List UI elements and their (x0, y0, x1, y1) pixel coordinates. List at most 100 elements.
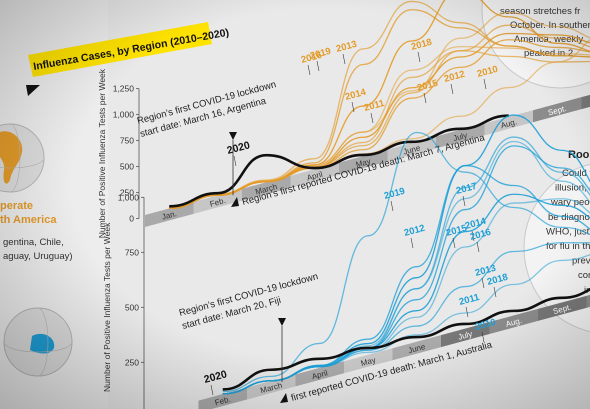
y-axis-label: Number of Positive Influenza Tests per W… (97, 68, 107, 238)
month-tick-label: July (457, 329, 473, 341)
month-band-segment (145, 201, 194, 227)
month-tick-label: June (407, 342, 427, 355)
month-tick-label: Aug. (505, 316, 523, 329)
year-label-leader (233, 155, 237, 167)
month-tick-label: July (452, 131, 468, 143)
year-label-leader (423, 92, 427, 104)
year-label-leader (342, 53, 346, 65)
series-line-2018 (222, 198, 590, 395)
year-label-leader (390, 200, 394, 212)
year-label-leader (462, 195, 466, 207)
year-label-2015: 2015 (416, 78, 440, 94)
y-tick-label: 500 (120, 162, 134, 172)
y-tick-label: 1,000 (113, 110, 135, 120)
month-band-segment (242, 175, 291, 201)
side-note-line: illusion, caus (555, 183, 590, 194)
year-label-leader (370, 112, 374, 124)
year-label-2011: 2011 (458, 292, 481, 308)
month-band-segment (441, 322, 490, 348)
y-tick-label: 1,000 (118, 192, 140, 202)
year-label-leader (351, 101, 355, 113)
year-label-leader (210, 384, 214, 396)
year-label-leader (417, 51, 421, 63)
region-label-line2: th America (0, 214, 57, 226)
side-note: Roo Could flu'sillusion, causwary people… (523, 149, 590, 333)
y-tick-label: 250 (120, 188, 134, 198)
lockdown-marker-triangle (229, 132, 237, 140)
year-label-2020: 2020 (226, 139, 252, 157)
y-tick-label: 500 (125, 302, 139, 312)
year-label-2013: 2013 (474, 263, 497, 279)
top-note-line3: America, weekly (514, 34, 583, 45)
side-note-line: wary people n (550, 197, 590, 208)
y-axis-label: Number of Positive Influenza Tests per W… (102, 222, 112, 392)
year-label-2014: 2014 (464, 216, 488, 232)
year-label-leader (476, 241, 480, 253)
series-line-2019 (222, 131, 590, 393)
year-label-2019: 2019 (383, 186, 406, 202)
month-band-segment (344, 348, 393, 374)
month-tick-label: Feb. (209, 196, 227, 209)
month-tick-label: May (355, 157, 372, 170)
year-label-leader (465, 306, 469, 318)
year-label-leader (483, 78, 487, 90)
year-label-leader (410, 237, 414, 249)
month-band-segment (193, 188, 242, 214)
month-tick-label: Feb. (214, 395, 232, 408)
year-label-leader (493, 286, 497, 298)
year-label-leader (307, 64, 311, 76)
year-label-leader (481, 331, 485, 343)
month-tick-label: May (360, 355, 377, 368)
globe-south-america-icon (0, 123, 45, 193)
year-label-leader (316, 60, 320, 72)
series-line-2020 (169, 114, 509, 208)
year-label-2010: 2010 (476, 64, 499, 80)
top-note-line1: season stretches fr (500, 6, 580, 17)
year-label-2020: 2020 (203, 368, 229, 386)
month-band-segment (538, 295, 587, 321)
month-band-segment (339, 149, 388, 175)
year-label-2014: 2014 (344, 87, 368, 103)
y-tick-label: 0 (129, 214, 134, 224)
countries-line2: aguay, Uruguay) (3, 251, 73, 262)
year-label-2012: 2012 (403, 223, 426, 239)
month-band-segment (295, 361, 344, 387)
triangle-marker-icon (26, 85, 40, 96)
oceania-chart: Feb.MarchAprilMayJuneJulyAug.Sept.Oct.25… (102, 114, 590, 409)
year-label-2016: 2016 (469, 227, 492, 243)
year-label-2010: 2010 (474, 317, 497, 333)
month-tick-label: March (259, 381, 283, 395)
death-marker-triangle (280, 393, 288, 403)
month-band-segment (436, 123, 485, 149)
top-note-line2: October. In souther (510, 20, 590, 31)
month-band-segment (533, 97, 582, 123)
y-tick-label: 750 (120, 136, 134, 146)
year-label-leader (471, 230, 475, 242)
side-note-line: compa (578, 270, 590, 281)
year-label-2013: 2013 (335, 39, 358, 55)
side-note-line: WHO, just 0.1 (546, 226, 590, 237)
side-note-heading: Roo (568, 149, 590, 161)
lockdown-marker-triangle (278, 318, 286, 326)
series-line-2020 (222, 287, 590, 391)
year-label-leader (481, 277, 485, 289)
year-label-2017: 2017 (455, 181, 478, 197)
month-tick-label: April (311, 368, 329, 381)
year-label-2019: 2019 (309, 46, 332, 62)
countries-line1: gentina, Chile, (3, 237, 64, 248)
year-label-2018: 2018 (486, 272, 509, 288)
year-label-2012: 2012 (443, 69, 466, 85)
death-annotation: Region’s first reported COVID-19 death: … (241, 132, 487, 208)
month-band-segment (581, 94, 590, 110)
series-line-2018 (169, 12, 590, 210)
month-band-segment (489, 308, 538, 335)
y-tick-label: 750 (125, 247, 139, 257)
y-tick-label: 1,250 (113, 84, 135, 94)
month-band-segment (586, 294, 590, 308)
month-tick-label: Aug. (500, 117, 518, 130)
year-label-leader (452, 237, 456, 249)
globe-oceania-icon (3, 307, 73, 377)
year-label-2018: 2018 (410, 37, 433, 53)
month-tick-label: Jan. (161, 209, 178, 222)
